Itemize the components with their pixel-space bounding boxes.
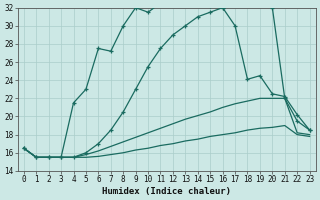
X-axis label: Humidex (Indice chaleur): Humidex (Indice chaleur) — [102, 187, 231, 196]
